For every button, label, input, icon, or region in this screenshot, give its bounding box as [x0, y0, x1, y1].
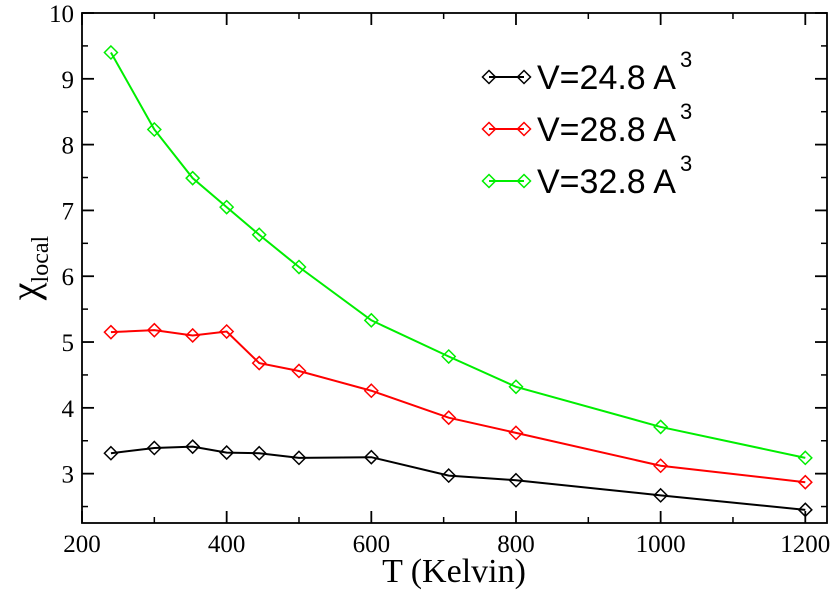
series-line [110, 329, 806, 484]
legend-marker [516, 121, 532, 137]
data-point [441, 410, 457, 426]
legend-label-superscript: 3 [680, 99, 692, 124]
series-line [110, 445, 806, 511]
y-tick-label: 5 [62, 330, 75, 357]
x-tick-label: 800 [497, 531, 535, 558]
data-point [291, 259, 307, 275]
data-point [251, 227, 267, 243]
data-point [508, 472, 524, 488]
x-tick-label: 200 [63, 531, 101, 558]
data-point [363, 383, 379, 399]
axis-ticks: 200 400 600 800 1000 1200 3 4 5 6 7 8 9 10 [49, 1, 830, 558]
svg-text:χlocal: χlocal [2, 235, 54, 301]
y-axis-symbol: χ [2, 282, 47, 301]
data-point [219, 323, 235, 340]
series-2 [103, 322, 813, 490]
plot-frame [81, 12, 828, 524]
data-point [797, 474, 813, 490]
data-point [653, 487, 669, 503]
y-tick-label: 3 [62, 462, 75, 489]
series-1 [103, 439, 813, 518]
data-point [251, 445, 267, 461]
legend-label-text: V=32.8 A [537, 163, 676, 201]
x-tick-label: 1200 [780, 531, 830, 558]
data-point [103, 324, 119, 340]
data-point [185, 439, 201, 455]
data-point [508, 425, 524, 441]
data-point [185, 170, 201, 186]
legend-label-text: V=28.8 A [537, 111, 676, 149]
data-point [219, 199, 235, 215]
data-point [146, 322, 162, 338]
series-line [110, 51, 806, 459]
data-point [251, 355, 267, 371]
data-point [441, 348, 457, 365]
data-point [653, 419, 669, 435]
data-point [363, 449, 379, 465]
x-tick-label: 400 [208, 531, 246, 558]
legend-marker [481, 173, 497, 189]
legend-marker [481, 121, 497, 137]
data-point [185, 327, 201, 344]
legend-marker [516, 69, 532, 85]
data-point [146, 121, 162, 138]
x-axis-title: T (Kelvin) [382, 553, 526, 590]
legend-marker [516, 173, 532, 189]
x-tick-label: 1000 [636, 531, 686, 558]
y-tick-label: 7 [62, 198, 75, 225]
x-tick-label: 600 [353, 531, 391, 558]
series-3 [103, 44, 813, 466]
data-point [441, 468, 457, 484]
legend-marker [481, 69, 497, 85]
y-tick-label: 8 [62, 133, 75, 160]
series-layer [103, 44, 813, 518]
y-tick-label: 6 [62, 264, 75, 291]
legend-label-superscript: 3 [680, 151, 692, 176]
y-tick-label: 4 [62, 396, 75, 423]
y-axis-title: χlocal [2, 235, 54, 301]
data-point [797, 502, 813, 518]
data-point [291, 450, 307, 466]
y-tick-label: 9 [62, 67, 75, 94]
legend-label-text: V=24.8 A [537, 59, 676, 97]
data-point [363, 312, 379, 328]
data-point [146, 440, 162, 456]
data-point [103, 445, 119, 461]
legend-label-superscript: 3 [680, 47, 692, 72]
data-point [291, 363, 307, 379]
data-point [797, 450, 813, 466]
data-point [508, 379, 524, 395]
data-point [653, 458, 669, 474]
y-axis-subscript: local [28, 235, 54, 282]
data-point [219, 445, 235, 461]
data-point [103, 44, 119, 61]
y-tick-label: 10 [49, 1, 74, 28]
